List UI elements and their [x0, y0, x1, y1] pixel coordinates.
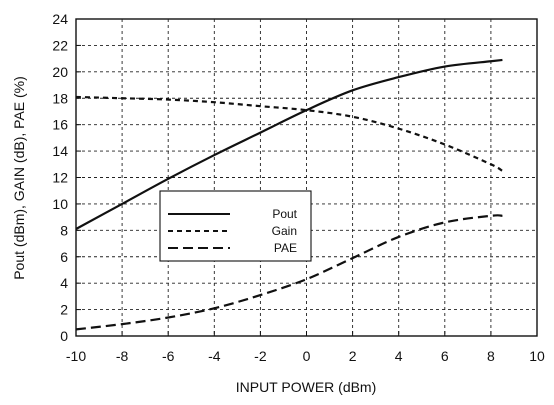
- series-layer: [75, 58, 504, 331]
- series-line-pout: [75, 58, 503, 230]
- y-tick-label: 16: [52, 117, 68, 133]
- y-tick-label: 4: [60, 275, 68, 291]
- y-tick-label: 0: [60, 328, 68, 344]
- series-line-pae: [75, 214, 503, 331]
- series-line-gain: [75, 95, 504, 172]
- tick-mark-layer: [75, 18, 538, 337]
- x-tick-label: -6: [162, 348, 175, 364]
- y-tick-label: 10: [52, 196, 68, 212]
- x-tick-labels: -10 -8 -6 -4 -2 0 2 4 6 8 10: [66, 348, 545, 364]
- x-tick-label: 2: [349, 348, 357, 364]
- y-tick-label: 18: [52, 90, 68, 106]
- legend-label-pae: PAE: [274, 241, 297, 255]
- y-tick-label: 8: [60, 222, 68, 238]
- x-tick-label: 4: [395, 348, 403, 364]
- y-tick-label: 6: [60, 249, 68, 265]
- x-tick-label: 10: [529, 348, 545, 364]
- x-tick-label: 6: [441, 348, 449, 364]
- x-tick-label: -10: [66, 348, 86, 364]
- x-tick-label: -8: [116, 348, 129, 364]
- y-tick-label: 2: [60, 302, 68, 318]
- legend: Pout Gain PAE: [159, 190, 312, 262]
- x-tick-label: -2: [254, 348, 267, 364]
- y-tick-label: 12: [52, 170, 68, 186]
- y-axis-title: Pout (dBm), GAIN (dB), PAE (%): [11, 76, 27, 280]
- legend-box: [159, 190, 312, 262]
- x-tick-label: 8: [487, 348, 495, 364]
- legend-label-pout: Pout: [272, 207, 297, 221]
- y-tick-label: 14: [52, 143, 68, 159]
- legend-label-gain: Gain: [272, 224, 297, 238]
- y-tick-label: 22: [52, 37, 68, 53]
- y-tick-label: 24: [52, 11, 68, 27]
- y-tick-label: 20: [52, 64, 68, 80]
- x-tick-label: -4: [208, 348, 221, 364]
- x-axis-title: INPUT POWER (dBm): [236, 379, 377, 395]
- x-tick-label: 0: [303, 348, 311, 364]
